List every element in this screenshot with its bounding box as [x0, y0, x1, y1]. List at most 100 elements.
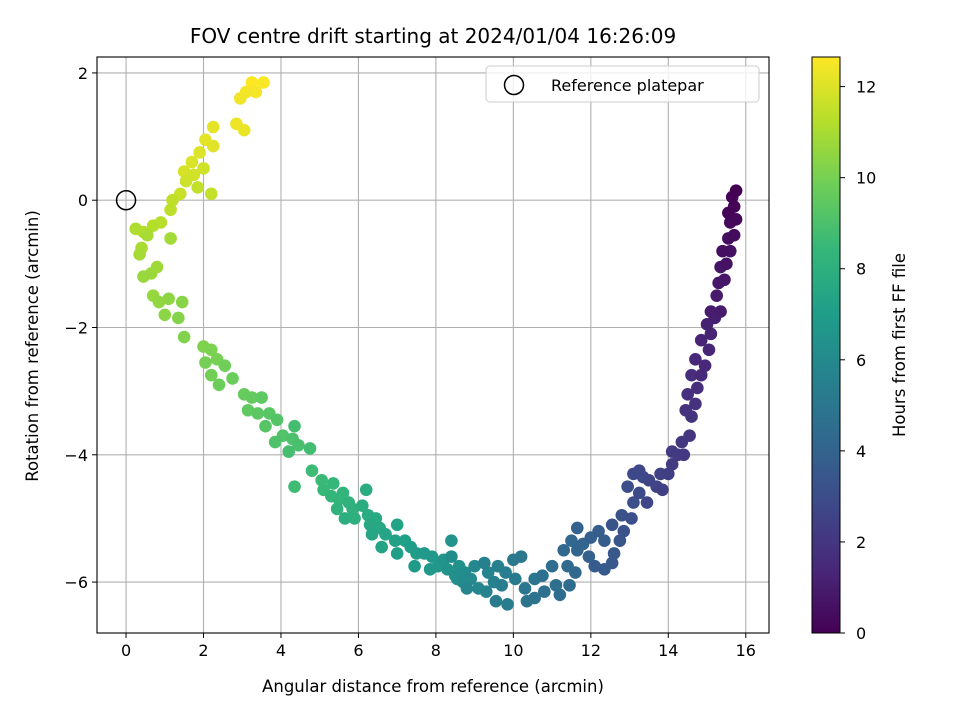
colorbar-tick-label: 2	[856, 533, 866, 552]
data-point	[598, 534, 611, 548]
data-point	[570, 521, 584, 535]
data-point	[206, 139, 220, 153]
data-point	[727, 228, 741, 242]
data-point	[729, 184, 743, 197]
data-point	[204, 368, 218, 382]
data-point	[234, 92, 247, 105]
data-point	[359, 483, 373, 497]
data-point	[346, 502, 359, 516]
data-point	[379, 528, 392, 541]
data-point	[336, 486, 350, 500]
data-point	[714, 305, 727, 318]
data-point	[330, 502, 344, 516]
data-point	[204, 343, 218, 357]
x-tick-label: 8	[431, 641, 441, 660]
data-point	[681, 388, 694, 401]
data-point	[479, 585, 493, 598]
data-point	[495, 578, 509, 592]
x-tick-label: 14	[658, 641, 678, 660]
data-point	[694, 368, 708, 382]
x-tick-label: 4	[276, 641, 286, 660]
axes-frame	[96, 56, 770, 634]
colorbar-ticks: 0 2 4 6 8 10 12	[840, 78, 876, 643]
y-tick-label: 0	[78, 191, 88, 210]
data-point	[683, 429, 696, 442]
chart-title: FOV centre drift starting at 2024/01/04 …	[190, 24, 676, 48]
colorbar-tick-label: 12	[856, 78, 876, 97]
data-point	[197, 162, 210, 175]
data-point	[363, 518, 377, 532]
data-point	[288, 480, 301, 493]
data-point	[177, 330, 191, 344]
data-point	[720, 257, 733, 271]
data-point	[549, 578, 563, 592]
data-point	[365, 528, 379, 541]
data-point	[563, 578, 576, 592]
data-point	[212, 378, 226, 392]
x-tick-label: 2	[198, 641, 208, 660]
data-point	[627, 496, 640, 509]
axis-ticks: 0 2 4 6 8 10 12 14 16 −6 −4 −2 0 2	[64, 64, 756, 660]
data-point	[257, 76, 270, 89]
data-point	[557, 543, 571, 557]
data-point	[545, 559, 559, 573]
data-point	[146, 219, 160, 232]
data-point	[206, 120, 220, 134]
data-point	[226, 372, 239, 385]
data-point	[388, 534, 402, 548]
grid-lines	[97, 57, 769, 633]
data-point	[501, 598, 514, 611]
data-point	[704, 327, 718, 341]
data-point	[621, 480, 634, 493]
data-point	[582, 550, 596, 563]
data-point	[425, 550, 439, 563]
data-point	[255, 391, 268, 404]
data-point	[489, 594, 503, 608]
reference-platepar-marker	[115, 189, 137, 211]
data-point	[445, 550, 458, 563]
data-point	[625, 512, 638, 525]
data-point	[460, 582, 474, 595]
data-point	[538, 585, 551, 598]
data-point	[270, 413, 284, 427]
data-point	[193, 146, 206, 159]
data-point	[528, 591, 541, 605]
data-point	[152, 295, 166, 309]
reference-marker	[115, 189, 137, 211]
y-tick-label: −6	[64, 573, 88, 592]
scatter-points	[129, 76, 743, 611]
legend-box	[485, 65, 760, 103]
data-point	[565, 534, 578, 548]
data-point	[685, 368, 698, 382]
y-axis-label: Rotation from reference (arcmin)	[23, 210, 42, 482]
data-point	[259, 419, 272, 433]
data-point	[718, 273, 731, 287]
data-point	[191, 181, 205, 194]
data-point	[613, 534, 627, 548]
data-point	[553, 588, 567, 602]
data-point	[292, 438, 305, 452]
data-point	[698, 359, 712, 372]
data-point	[679, 403, 693, 417]
data-point	[375, 540, 388, 554]
data-point	[702, 343, 716, 357]
data-point	[166, 193, 179, 207]
x-tick-label: 16	[736, 641, 756, 660]
data-point	[326, 477, 340, 490]
data-point	[710, 289, 724, 302]
data-point	[661, 467, 675, 481]
data-point	[185, 155, 199, 169]
y-tick-label: 2	[78, 64, 88, 83]
data-point	[390, 518, 404, 532]
data-point	[592, 524, 605, 538]
data-point	[615, 508, 629, 522]
data-point	[464, 572, 478, 586]
data-point	[356, 499, 369, 513]
data-point	[445, 534, 458, 548]
data-point	[348, 512, 361, 525]
data-point	[468, 559, 481, 573]
data-point	[282, 445, 296, 458]
colorbar	[811, 56, 841, 634]
